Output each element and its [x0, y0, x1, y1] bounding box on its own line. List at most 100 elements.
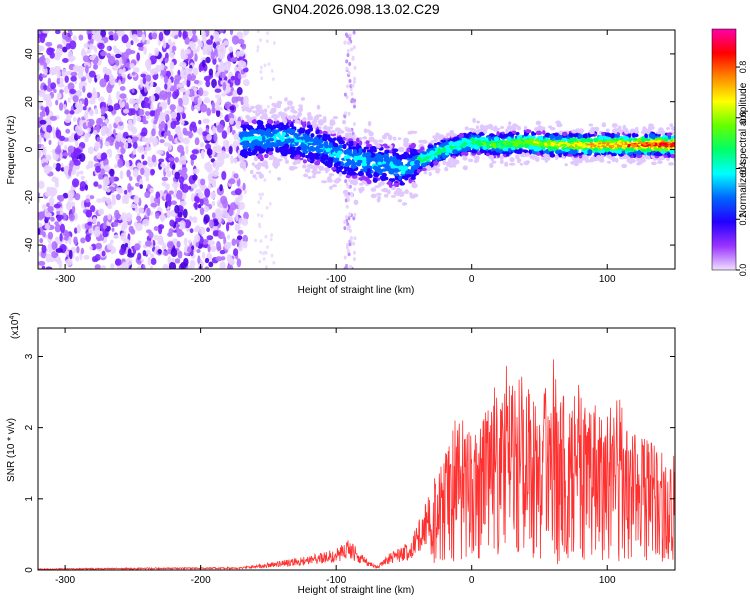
spectrogram-noise-blob — [349, 237, 353, 242]
spectrogram-signal-blob — [346, 128, 352, 133]
spectrogram-noise-blob — [351, 97, 354, 102]
spectrogram-noise-blob — [121, 212, 127, 222]
spectrogram-noise-blob — [352, 30, 356, 35]
spectrogram-signal-blob — [301, 152, 306, 158]
spectrogram-noise-blob — [174, 185, 178, 195]
spectrogram-noise-blob — [159, 90, 167, 98]
spectrogram-signal-blob — [587, 149, 593, 155]
spectrogram-noise-blob — [193, 196, 200, 202]
spectrogram-noise-blob — [236, 258, 242, 268]
spectrogram-noise-blob — [215, 94, 222, 99]
spectrogram-noise-blob — [180, 200, 187, 207]
spectrogram-noise-blob — [348, 33, 352, 38]
spectrogram-noise-blob — [241, 43, 247, 50]
spectrogram-noise-blob — [230, 57, 238, 62]
spectrogram-noise-blob — [125, 258, 133, 266]
spectrogram-signal-blob — [510, 146, 516, 151]
spectrogram-noise-blob — [264, 234, 268, 239]
spectrogram-noise-blob — [100, 152, 106, 161]
spectrogram-noise-blob — [176, 83, 184, 88]
spectrogram-noise-blob — [159, 106, 163, 112]
spectrogram-noise-blob — [169, 104, 176, 111]
spectrogram-noise-blob — [127, 122, 134, 132]
spectrogram-noise-blob — [231, 35, 240, 45]
spectrogram-noise-blob — [265, 265, 268, 269]
spectrogram-noise-blob — [114, 59, 120, 67]
spectrogram-noise-blob — [57, 195, 61, 201]
spectrogram-noise-blob — [207, 184, 212, 190]
spectrogram-noise-blob — [229, 105, 235, 111]
spectrogram-signal-blob — [670, 150, 674, 154]
spectrogram-signal-blob — [366, 149, 371, 153]
spectrogram-signal-blob — [311, 147, 315, 152]
spectrogram-signal-blob — [676, 146, 680, 150]
spectrogram-signal-blob — [657, 146, 664, 152]
spectrogram-noise-blob — [53, 203, 61, 209]
spectrogram-signal-blob — [261, 135, 266, 141]
spectrogram-noise-blob — [343, 40, 347, 45]
spectrogram-signal-blob — [476, 134, 480, 139]
spectrogram-noise-blob — [126, 41, 131, 49]
spectrogram-noise-blob — [74, 227, 78, 234]
spectrogram-noise-blob — [202, 238, 210, 245]
spectrogram-noise-blob — [54, 181, 59, 188]
spectrogram-noise-blob — [164, 83, 168, 90]
spectrogram-signal-blob — [476, 120, 480, 124]
spectrogram-signal-blob — [666, 132, 673, 136]
spectrogram-signal-blob — [384, 176, 389, 181]
spectrogram-noise-blob — [226, 81, 230, 89]
spectrogram-noise-blob — [189, 123, 193, 132]
spectrogram-noise-blob — [65, 128, 71, 134]
spectrogram-noise-blob — [346, 226, 350, 231]
spectrogram-signal-blob — [291, 144, 295, 148]
spectrogram-signal-blob — [611, 142, 615, 146]
spectrogram-signal-blob — [367, 120, 372, 127]
spectrogram-noise-blob — [58, 259, 63, 269]
spectrogram-noise-blob — [96, 74, 101, 80]
spectrogram-signal-blob — [363, 128, 368, 134]
spectrogram-noise-blob — [345, 95, 349, 100]
spectrogram-signal-blob — [365, 152, 372, 157]
spectrogram-signal-blob — [547, 146, 552, 150]
spectrogram-signal-blob — [390, 164, 396, 169]
spectrogram-signal-blob — [490, 158, 494, 162]
spectrogram-noise-blob — [137, 266, 142, 269]
spectrogram-noise-blob — [166, 151, 170, 158]
spectrogram-noise-blob — [348, 36, 352, 41]
spectrogram-noise-blob — [108, 31, 114, 36]
spectrogram-signal-blob — [288, 147, 295, 153]
spectrogram-noise-blob — [79, 153, 86, 162]
spectrogram-signal-blob — [316, 134, 323, 138]
spectrogram-noise-blob — [353, 65, 357, 70]
spectrogram-noise-blob — [109, 239, 114, 244]
spectrogram-noise-blob — [198, 120, 202, 125]
spectrogram-signal-blob — [534, 156, 540, 162]
spectrogram-noise-blob — [216, 242, 221, 252]
spectrogram-noise-blob — [133, 195, 140, 205]
spectrogram-noise-blob — [65, 258, 73, 266]
spectrogram-noise-blob — [234, 66, 238, 73]
spectrogram-signal-blob — [465, 139, 472, 144]
spectrogram-noise-blob — [95, 242, 103, 250]
spectrogram-noise-blob — [233, 248, 239, 257]
spectrogram-signal-blob — [359, 187, 365, 191]
spectrogram-noise-blob — [206, 39, 213, 45]
spectrogram-noise-blob — [85, 234, 91, 243]
spectrogram-signal-blob — [668, 162, 674, 166]
spectrogram-signal-blob — [333, 148, 339, 152]
spectrogram-signal-blob — [571, 150, 577, 155]
spectrogram-signal-blob — [555, 120, 561, 125]
spectrogram-signal-blob — [577, 158, 583, 164]
spectrogram-signal-blob — [253, 148, 258, 155]
spectrogram-noise-blob — [343, 226, 347, 231]
spectrogram-noise-blob — [38, 56, 46, 64]
spectrogram-signal-blob — [328, 162, 333, 166]
spectrogram-signal-blob — [500, 126, 504, 129]
spectrogram-noise-blob — [64, 250, 69, 256]
spectrogram-noise-blob — [100, 265, 106, 269]
spectrogram-signal-blob — [329, 142, 333, 148]
spectrogram-signal-blob — [462, 156, 468, 161]
spectrogram-signal-blob — [406, 147, 411, 153]
spectrogram-signal-blob — [472, 128, 477, 133]
